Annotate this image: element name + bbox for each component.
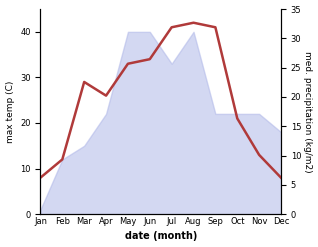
Y-axis label: med. precipitation (kg/m2): med. precipitation (kg/m2) [303, 51, 313, 172]
X-axis label: date (month): date (month) [125, 231, 197, 242]
Y-axis label: max temp (C): max temp (C) [5, 80, 15, 143]
